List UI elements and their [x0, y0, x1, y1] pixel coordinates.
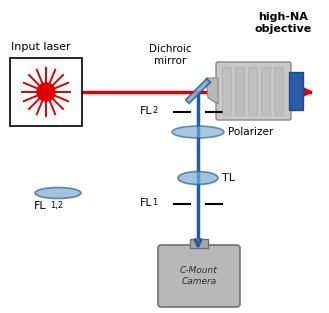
Polygon shape — [206, 78, 218, 104]
Bar — [248, 67, 257, 115]
Text: Input laser: Input laser — [11, 42, 71, 52]
Bar — [274, 67, 283, 115]
Bar — [289, 72, 303, 110]
Circle shape — [37, 83, 55, 101]
Text: FL: FL — [34, 201, 47, 211]
Text: 1,2: 1,2 — [50, 201, 63, 210]
Text: 2: 2 — [152, 106, 157, 115]
Text: 1: 1 — [152, 198, 157, 207]
Bar — [235, 67, 244, 115]
FancyBboxPatch shape — [158, 245, 240, 307]
Polygon shape — [186, 79, 210, 103]
Bar — [190, 239, 208, 248]
Text: FL: FL — [140, 198, 153, 208]
Text: high-NA
objective: high-NA objective — [254, 12, 312, 33]
Bar — [10, 58, 82, 126]
Text: FL: FL — [140, 106, 153, 116]
Bar — [222, 67, 231, 115]
Text: C-Mount
Camera: C-Mount Camera — [180, 266, 218, 286]
Ellipse shape — [35, 187, 81, 198]
FancyBboxPatch shape — [216, 62, 291, 120]
Ellipse shape — [172, 126, 224, 138]
Text: Dichroic
mirror: Dichroic mirror — [149, 44, 191, 66]
Text: TL: TL — [222, 173, 235, 183]
Ellipse shape — [178, 172, 218, 184]
Text: Polarizer: Polarizer — [228, 127, 273, 137]
Bar — [261, 67, 270, 115]
